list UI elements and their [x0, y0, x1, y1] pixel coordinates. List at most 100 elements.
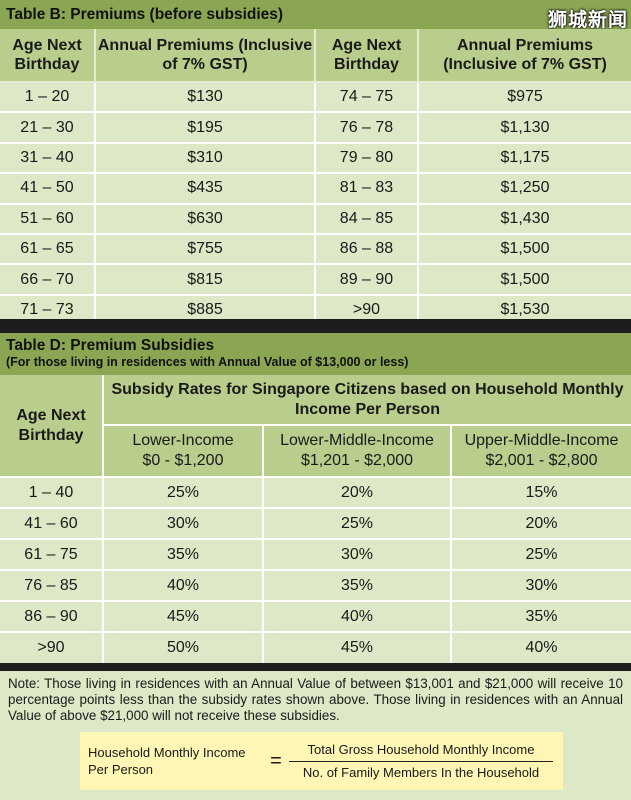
income-group-range: $1,201 - $2,000 — [300, 452, 414, 469]
table-row: 41 – 60 30% 25% 20% — [0, 508, 631, 540]
table-cell: 89 – 90 — [315, 264, 419, 296]
table-cell: 84 – 85 — [315, 203, 419, 235]
table-cell: 45% — [263, 632, 452, 663]
table-cell: $435 — [95, 173, 316, 205]
table-row: >90 50% 45% 40% — [0, 632, 631, 663]
table-row: 21 – 30 $195 76 – 78 $1,130 — [0, 112, 631, 144]
table-d-header-row: Age Next Birthday Subsidy Rates for Sing… — [0, 375, 631, 478]
formula-denominator: No. of Family Members In the Household — [302, 764, 540, 780]
table-cell: $1,175 — [418, 142, 631, 175]
table-cell: 45% — [103, 601, 264, 633]
table-cell: $1,130 — [418, 112, 631, 144]
income-group-header-row: Lower-Income $0 - $1,200 Lower-Middle-In… — [0, 425, 631, 478]
table-cell: 35% — [263, 570, 452, 602]
table-cell: 81 – 83 — [315, 173, 419, 205]
table-cell: $310 — [95, 142, 316, 175]
income-formula-box: Household Monthly Income Per Person = To… — [80, 732, 563, 790]
table-row: 61 – 75 35% 30% 25% — [0, 539, 631, 571]
table-cell: 86 – 90 — [0, 601, 104, 633]
table-cell: 41 – 60 — [0, 508, 104, 540]
table-cell: 35% — [451, 601, 631, 633]
column-header: Annual Premiums (Inclusive of 7% GST) — [95, 29, 316, 83]
column-header: Age Next Birthday — [0, 29, 96, 83]
table-cell: $755 — [95, 233, 316, 266]
table-cell: 1 – 20 — [0, 82, 96, 114]
income-group-range: $0 - $1,200 — [142, 452, 224, 469]
formula-left-term: Household Monthly Income Per Person — [88, 745, 246, 777]
table-row: 41 – 50 $435 81 – 83 $1,250 — [0, 173, 631, 205]
table-b-header-row: Age Next Birthday Annual Premiums (Inclu… — [0, 29, 631, 83]
table-cell: 30% — [263, 539, 452, 571]
subsidy-rates-header: Subsidy Rates for Singapore Citizens bas… — [103, 375, 631, 426]
table-cell: 25% — [263, 508, 452, 540]
table-cell: 66 – 70 — [0, 264, 96, 296]
table-cell: 76 – 78 — [315, 112, 419, 144]
table-row: 76 – 85 40% 35% 30% — [0, 570, 631, 602]
income-group-header: Upper-Middle-Income $2,001 - $2,800 — [451, 425, 631, 478]
premiums-table: Age Next Birthday Annual Premiums (Inclu… — [0, 29, 631, 326]
table-cell: 79 – 80 — [315, 142, 419, 175]
age-column-header: Age Next Birthday — [0, 375, 104, 478]
table-row: 61 – 65 $755 86 – 88 $1,500 — [0, 233, 631, 266]
table-row: 66 – 70 $815 89 – 90 $1,500 — [0, 264, 631, 296]
table-cell: 40% — [451, 632, 631, 663]
column-header: Annual Premiums (Inclusive of 7% GST) — [418, 29, 631, 83]
table-cell: 74 – 75 — [315, 82, 419, 114]
table-cell: 50% — [103, 632, 264, 663]
table-cell: 40% — [103, 570, 264, 602]
table-cell: 1 – 40 — [0, 477, 104, 509]
column-header: Age Next Birthday — [315, 29, 419, 83]
income-group-name: Lower-Middle-Income — [280, 432, 434, 449]
formula-fraction: Total Gross Household Monthly Income No.… — [289, 741, 563, 782]
table-cell: 40% — [263, 601, 452, 633]
formula-numerator: Total Gross Household Monthly Income — [307, 741, 535, 757]
table-d-title: Table D: Premium Subsidies (For those li… — [0, 333, 631, 375]
table-cell: 51 – 60 — [0, 203, 96, 235]
table-cell: 35% — [103, 539, 264, 571]
table-cell: 25% — [451, 539, 631, 571]
table-cell: $130 — [95, 82, 316, 114]
table-row: 31 – 40 $310 79 – 80 $1,175 — [0, 142, 631, 175]
table-cell: 25% — [103, 477, 264, 509]
table-cell: $815 — [95, 264, 316, 296]
table-b-title-text: Table B: Premiums (before subsidies) — [6, 6, 284, 23]
income-group-range: $2,001 - $2,800 — [485, 452, 598, 469]
table-cell: 20% — [451, 508, 631, 540]
note-text: Note: Those living in residences with an… — [8, 676, 623, 723]
equals-sign: = — [270, 749, 282, 772]
table-cell: 30% — [103, 508, 264, 540]
income-group-header: Lower-Middle-Income $1,201 - $2,000 — [263, 425, 452, 478]
table-row: 1 – 40 25% 20% 15% — [0, 477, 631, 509]
table-cell: $195 — [95, 112, 316, 144]
table-row: 86 – 90 45% 40% 35% — [0, 601, 631, 633]
income-group-name: Lower-Income — [132, 432, 234, 449]
table-row: 51 – 60 $630 84 – 85 $1,430 — [0, 203, 631, 235]
table-cell: 30% — [451, 570, 631, 602]
table-cell: 15% — [451, 477, 631, 509]
table-cell: $1,500 — [418, 233, 631, 266]
section-divider — [0, 319, 631, 333]
table-cell: 76 – 85 — [0, 570, 104, 602]
table-cell: $975 — [418, 82, 631, 114]
income-group-header: Lower-Income $0 - $1,200 — [103, 425, 264, 478]
table-cell: 41 – 50 — [0, 173, 96, 205]
table-cell: $1,500 — [418, 264, 631, 296]
table-d-title-text: Table D: Premium Subsidies — [6, 337, 215, 354]
table-d-subtitle: (For those living in residences with Ann… — [6, 355, 409, 369]
table-cell: 86 – 88 — [315, 233, 419, 266]
table-cell: 61 – 75 — [0, 539, 104, 571]
table-b-title: Table B: Premiums (before subsidies) — [0, 0, 631, 29]
watermark-logo: 狮城新闻 — [547, 9, 628, 31]
income-group-name: Upper-Middle-Income — [464, 432, 619, 449]
table-cell: 61 – 65 — [0, 233, 96, 266]
table-cell: $1,250 — [418, 173, 631, 205]
table-cell: 31 – 40 — [0, 142, 96, 175]
table-cell: >90 — [0, 632, 104, 663]
table-cell: 20% — [263, 477, 452, 509]
table-cell: $1,430 — [418, 203, 631, 235]
fraction-bar — [289, 760, 553, 762]
table-cell: $630 — [95, 203, 316, 235]
table-row: 1 – 20 $130 74 – 75 $975 — [0, 82, 631, 114]
subsidies-table: Age Next Birthday Subsidy Rates for Sing… — [0, 375, 631, 663]
table-cell: 21 – 30 — [0, 112, 96, 144]
